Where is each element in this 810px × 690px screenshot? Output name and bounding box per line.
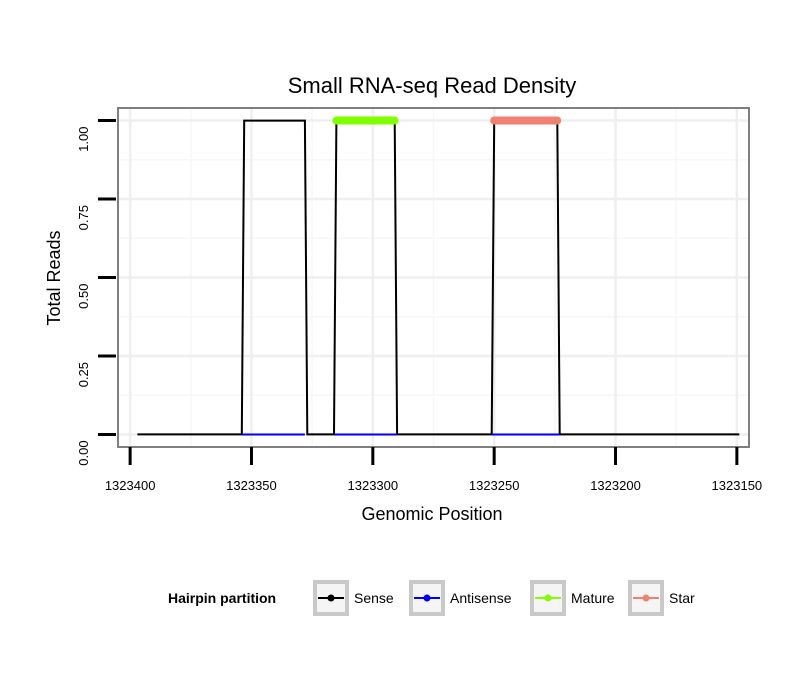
y-tick-label: 0.25 bbox=[76, 362, 91, 387]
x-axis-title: Genomic Position bbox=[361, 504, 502, 524]
x-tick-label: 1323250 bbox=[469, 478, 520, 493]
legend-item-antisense: Antisense bbox=[409, 580, 512, 616]
x-tick-label: 1323200 bbox=[590, 478, 641, 493]
series-layer bbox=[137, 116, 740, 436]
x-tick-label: 1323350 bbox=[226, 478, 277, 493]
legend-key-dot bbox=[327, 594, 335, 602]
legend-key-dot bbox=[642, 594, 650, 602]
y-tick-label: 0.00 bbox=[76, 440, 91, 465]
y-tick-label: 1.00 bbox=[76, 127, 91, 152]
legend-label: Sense bbox=[354, 590, 394, 606]
legend-item-sense: Sense bbox=[313, 580, 394, 616]
legend-item-star: Star bbox=[628, 580, 695, 616]
x-tick-label: 1323150 bbox=[712, 478, 763, 493]
x-axis: 1323400 1323350 1323300 1323250 1323200 13231… bbox=[105, 447, 762, 493]
legend: Hairpin partition Sense Antisense Mature St… bbox=[168, 580, 695, 616]
y-tick-label: 0.75 bbox=[76, 205, 91, 230]
legend-label: Star bbox=[669, 590, 695, 606]
x-tick-label: 1323300 bbox=[348, 478, 399, 493]
y-tick-label: 0.50 bbox=[76, 284, 91, 309]
legend-title: Hairpin partition bbox=[168, 590, 276, 606]
legend-label: Mature bbox=[571, 590, 615, 606]
legend-item-mature: Mature bbox=[530, 580, 615, 616]
legend-key-dot bbox=[544, 594, 552, 602]
x-tick-label: 1323400 bbox=[105, 478, 156, 493]
legend-label: Antisense bbox=[450, 590, 512, 606]
plot-border bbox=[117, 107, 750, 448]
legend-key-dot bbox=[423, 594, 431, 602]
chart-title: Small RNA-seq Read Density bbox=[288, 73, 577, 98]
y-axis-title: Total Reads bbox=[44, 230, 64, 325]
y-axis: 0.00 0.25 0.50 0.75 1.00 bbox=[76, 119, 116, 466]
